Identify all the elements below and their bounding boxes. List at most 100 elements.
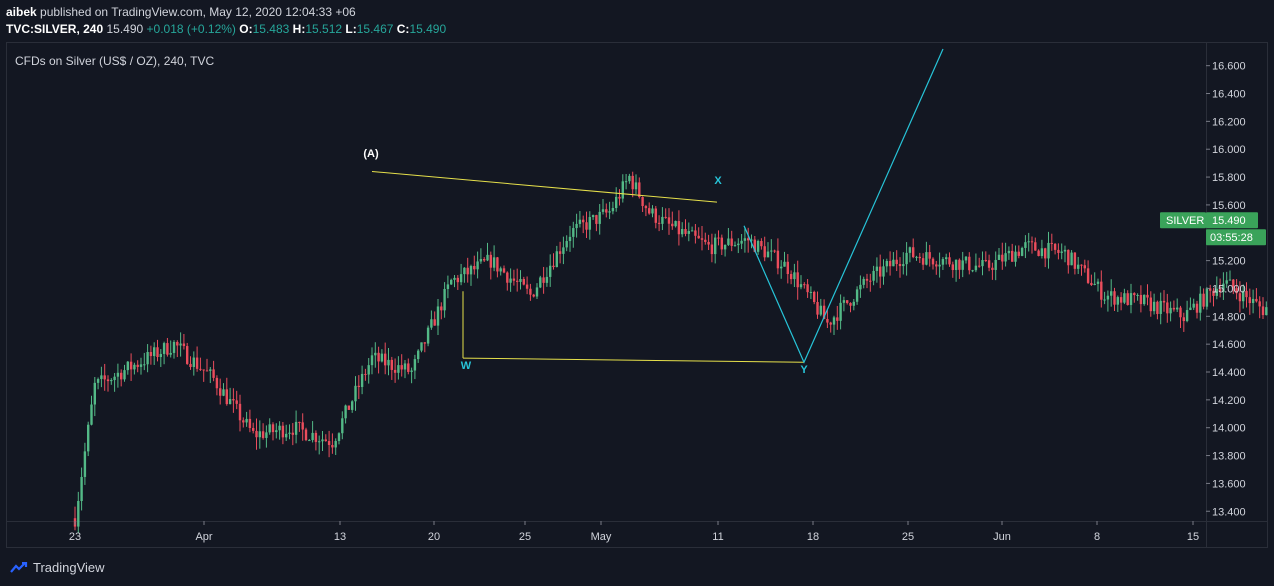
candle-body	[938, 264, 941, 267]
time-tick-label: 15	[1187, 531, 1199, 543]
candle-body	[176, 341, 179, 346]
candle-body	[215, 377, 219, 389]
candle-body	[816, 302, 819, 315]
candle-body	[984, 260, 987, 262]
candle-body	[258, 431, 261, 438]
candle-body	[1212, 290, 1215, 296]
candle-body	[1265, 307, 1268, 316]
candle-body	[1083, 265, 1086, 269]
candle-body	[77, 501, 80, 527]
candle-body	[1248, 297, 1251, 304]
candle-body	[615, 196, 618, 209]
candle-body	[588, 217, 591, 230]
publish-date: published on TradingView.com, May 12, 20…	[36, 5, 356, 19]
price-chart[interactable]: CFDs on Silver (US$ / OZ), 240, TVC (A) …	[6, 42, 1268, 548]
close-label: C:	[396, 22, 410, 36]
candle-body	[565, 241, 568, 248]
wave-trend-line-top[interactable]	[371, 170, 718, 203]
candle-body	[143, 364, 146, 366]
candle-body	[1202, 293, 1205, 307]
candle-body	[770, 250, 773, 252]
candle-body	[529, 288, 532, 295]
candle-body	[357, 385, 360, 387]
candle-body	[156, 347, 159, 358]
candle-body	[1143, 294, 1146, 305]
tradingview-brand[interactable]: TradingView	[10, 560, 105, 575]
candle-body	[469, 265, 473, 275]
candle-body	[516, 280, 519, 282]
candle-body	[578, 219, 582, 224]
candle-body	[806, 284, 809, 293]
price-axis[interactable]: 16.600 16.400 16.200 16.000 15.800 15.600 15.4…	[1206, 61, 1246, 519]
chart-area[interactable]: CFDs on Silver (US$ / OZ), 240, TVC (A) …	[6, 42, 1268, 548]
candle-body	[261, 431, 265, 438]
low-label: L:	[345, 22, 357, 36]
price-tick-label: 14.400	[1212, 367, 1246, 379]
candle-body	[205, 370, 209, 372]
candle-body	[288, 432, 291, 434]
candle-body	[275, 430, 278, 433]
time-axis[interactable]: 23 Apr 13 20 25 May 11 18 25 Jun 8 15	[69, 521, 1199, 543]
candle-body	[248, 418, 252, 428]
candle-body	[123, 370, 126, 380]
candle-body	[400, 365, 403, 370]
candle-body	[865, 278, 869, 281]
candle-body	[90, 404, 93, 425]
wave-trend-line-bottom[interactable]	[462, 357, 805, 363]
candle-body	[1228, 279, 1232, 281]
candle-body	[605, 209, 608, 213]
candle-body	[1123, 293, 1126, 303]
candle-body	[182, 343, 186, 347]
candle-body	[271, 424, 275, 433]
wave-label-a: (A)	[363, 148, 379, 160]
wave-label-w: W	[461, 360, 472, 372]
candle-body	[387, 359, 390, 366]
candle-body	[1011, 250, 1014, 262]
candle-body	[1242, 290, 1245, 302]
candle-body	[149, 352, 153, 357]
candle-body	[558, 251, 562, 254]
candle-body	[1156, 301, 1159, 314]
time-tick-label: May	[591, 531, 612, 543]
candle-body	[1093, 283, 1096, 285]
candle-body	[1215, 288, 1218, 296]
candle-body	[803, 284, 806, 286]
projection-path[interactable]	[743, 48, 944, 364]
candle-body	[403, 363, 407, 370]
candle-body	[367, 365, 370, 375]
candle-body	[1030, 241, 1034, 243]
candle-body	[443, 288, 446, 311]
candle-body	[255, 430, 258, 438]
candle-body	[756, 240, 760, 252]
candle-body	[895, 259, 898, 265]
candle-body	[700, 238, 704, 240]
candle-body	[849, 302, 852, 306]
time-tick-label: 13	[334, 531, 346, 543]
candle-body	[981, 260, 984, 267]
candle-body	[951, 264, 954, 271]
candle-body	[228, 399, 232, 405]
candle-body	[661, 216, 664, 224]
candle-body	[1103, 299, 1106, 301]
candle-body	[87, 424, 90, 452]
candle-body	[829, 322, 832, 325]
candle-body	[453, 277, 456, 280]
candle-body	[727, 238, 730, 245]
candle-body	[1235, 288, 1238, 294]
candle-body	[479, 259, 483, 262]
candle-body	[159, 353, 162, 358]
candle-body	[1238, 293, 1242, 302]
price-tick-label: 14.200	[1212, 395, 1246, 407]
time-tick-label: 18	[807, 531, 819, 543]
candle-body	[978, 265, 981, 267]
candle-body	[789, 274, 793, 280]
candle-body	[380, 353, 384, 362]
candle-body	[968, 256, 971, 271]
candle-body	[598, 211, 601, 224]
author-name[interactable]: aibek	[6, 5, 37, 19]
candle-body	[819, 305, 822, 315]
candle-body	[1027, 241, 1030, 243]
candle-body	[413, 359, 417, 371]
symbol-label[interactable]: TVC:SILVER, 240	[6, 22, 104, 36]
candle-body	[1001, 254, 1004, 262]
